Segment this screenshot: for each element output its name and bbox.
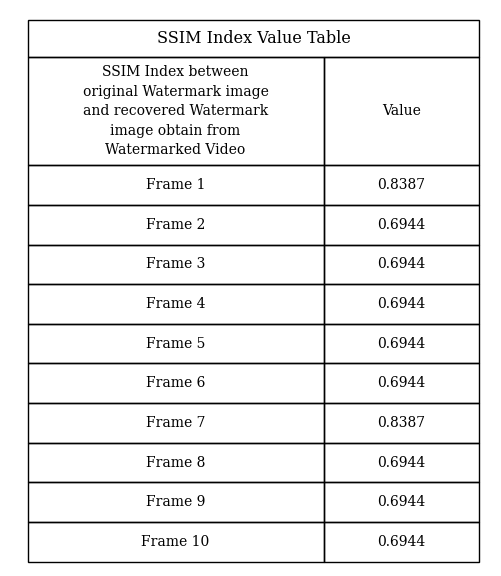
Bar (323, 284, 478, 324)
Bar (28, 20, 478, 57)
Text: 0.6944: 0.6944 (377, 456, 425, 469)
Text: Frame 6: Frame 6 (146, 376, 205, 391)
Bar (28, 363, 323, 403)
Bar (323, 522, 478, 562)
Text: 0.6944: 0.6944 (377, 336, 425, 351)
Text: 0.6944: 0.6944 (377, 297, 425, 311)
Bar (28, 403, 323, 443)
Bar (323, 245, 478, 284)
Bar (323, 57, 478, 165)
Bar (323, 363, 478, 403)
Bar (323, 482, 478, 522)
Text: 0.6944: 0.6944 (377, 535, 425, 549)
Text: 0.6944: 0.6944 (377, 495, 425, 509)
Bar (323, 205, 478, 245)
Bar (28, 522, 323, 562)
Text: 0.8387: 0.8387 (377, 178, 425, 192)
Text: 0.6944: 0.6944 (377, 218, 425, 232)
Text: Value: Value (381, 104, 420, 118)
Text: Frame 2: Frame 2 (146, 218, 205, 232)
Bar (28, 482, 323, 522)
Text: Frame 9: Frame 9 (146, 495, 205, 509)
Bar (28, 324, 323, 363)
Text: Frame 3: Frame 3 (146, 257, 205, 271)
Text: 0.6944: 0.6944 (377, 376, 425, 391)
Text: Frame 4: Frame 4 (145, 297, 205, 311)
Text: Frame 1: Frame 1 (145, 178, 205, 192)
Text: 0.8387: 0.8387 (377, 416, 425, 430)
Bar (28, 245, 323, 284)
Bar (28, 443, 323, 482)
Bar (323, 403, 478, 443)
Bar (323, 165, 478, 205)
Text: 0.6944: 0.6944 (377, 257, 425, 271)
Text: Frame 7: Frame 7 (145, 416, 205, 430)
Bar (28, 205, 323, 245)
Bar (323, 324, 478, 363)
Bar (323, 443, 478, 482)
Text: SSIM Index Value Table: SSIM Index Value Table (156, 30, 350, 47)
Text: Frame 5: Frame 5 (146, 336, 205, 351)
Text: Frame 10: Frame 10 (141, 535, 209, 549)
Text: Frame 8: Frame 8 (146, 456, 205, 469)
Bar (28, 57, 323, 165)
Text: SSIM Index between
original Watermark image
and recovered Watermark
image obtain: SSIM Index between original Watermark im… (83, 65, 268, 157)
Bar (28, 284, 323, 324)
Bar (28, 165, 323, 205)
